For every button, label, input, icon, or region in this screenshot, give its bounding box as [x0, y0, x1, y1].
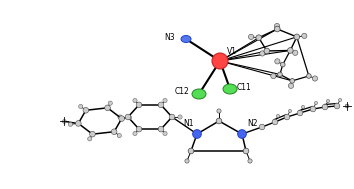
Circle shape [188, 148, 194, 154]
Circle shape [290, 78, 295, 83]
Circle shape [193, 130, 201, 138]
Circle shape [297, 110, 303, 116]
Circle shape [178, 115, 182, 119]
Circle shape [278, 72, 282, 77]
Circle shape [88, 137, 92, 141]
Circle shape [68, 122, 73, 126]
Circle shape [90, 131, 95, 137]
Circle shape [326, 99, 330, 103]
Circle shape [248, 159, 252, 163]
Circle shape [117, 133, 121, 138]
Circle shape [108, 101, 112, 105]
Circle shape [256, 35, 262, 40]
Circle shape [275, 59, 280, 64]
Circle shape [289, 83, 293, 88]
Circle shape [63, 120, 66, 123]
Circle shape [293, 50, 298, 55]
Circle shape [264, 48, 270, 54]
Circle shape [272, 119, 278, 125]
Circle shape [260, 51, 265, 56]
Circle shape [274, 26, 280, 32]
Circle shape [280, 62, 285, 67]
Circle shape [243, 148, 249, 154]
Text: C12: C12 [175, 88, 189, 97]
Circle shape [338, 98, 342, 102]
Circle shape [136, 102, 142, 108]
Circle shape [307, 74, 311, 78]
Circle shape [136, 126, 142, 132]
Circle shape [125, 114, 131, 120]
Circle shape [79, 104, 83, 108]
Circle shape [217, 109, 221, 113]
Circle shape [119, 116, 125, 121]
Circle shape [302, 33, 307, 39]
Circle shape [185, 159, 189, 163]
Circle shape [249, 34, 254, 40]
Ellipse shape [192, 89, 206, 99]
Circle shape [163, 98, 167, 103]
Circle shape [322, 104, 328, 110]
Text: C11: C11 [236, 83, 251, 91]
Circle shape [287, 48, 293, 53]
Circle shape [314, 101, 318, 105]
Text: N1: N1 [184, 119, 194, 129]
Circle shape [271, 74, 276, 79]
Circle shape [133, 98, 137, 103]
Circle shape [301, 105, 305, 109]
Circle shape [259, 124, 265, 130]
Circle shape [310, 106, 316, 112]
Circle shape [289, 109, 292, 113]
Circle shape [294, 34, 299, 40]
Circle shape [276, 114, 280, 118]
Circle shape [133, 131, 137, 136]
Circle shape [194, 131, 200, 137]
Circle shape [345, 104, 349, 108]
Circle shape [239, 131, 245, 137]
Ellipse shape [223, 84, 237, 94]
Text: N2: N2 [247, 119, 257, 129]
Circle shape [216, 118, 222, 124]
Circle shape [127, 116, 132, 120]
Circle shape [158, 102, 164, 108]
Circle shape [111, 129, 117, 135]
Circle shape [274, 23, 280, 29]
Text: V1: V1 [227, 46, 237, 56]
Ellipse shape [181, 36, 191, 43]
Circle shape [284, 114, 290, 120]
Text: N3: N3 [165, 33, 175, 42]
Circle shape [238, 130, 246, 138]
Circle shape [212, 53, 228, 69]
Circle shape [158, 126, 164, 132]
Circle shape [105, 105, 110, 111]
Circle shape [163, 131, 167, 136]
Circle shape [312, 76, 318, 81]
Circle shape [75, 121, 81, 126]
Circle shape [83, 107, 89, 113]
Circle shape [118, 115, 122, 119]
Circle shape [334, 103, 340, 109]
Circle shape [169, 114, 175, 120]
